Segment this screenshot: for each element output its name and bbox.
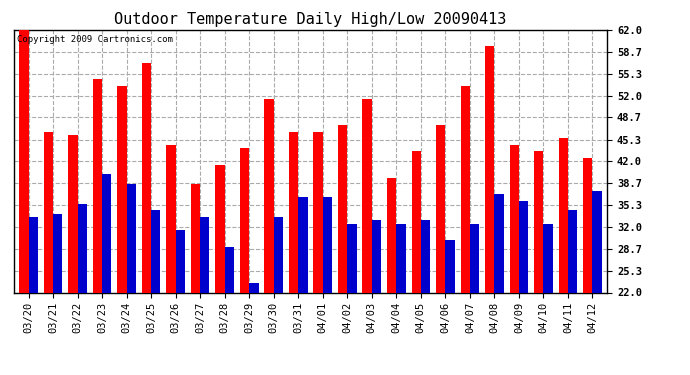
Bar xyxy=(117,86,126,292)
Bar xyxy=(53,214,62,292)
Bar xyxy=(436,125,445,292)
Bar xyxy=(68,135,77,292)
Bar xyxy=(519,201,529,292)
Bar xyxy=(313,132,323,292)
Bar xyxy=(583,158,593,292)
Bar xyxy=(274,217,283,292)
Bar xyxy=(411,152,421,292)
Title: Outdoor Temperature Daily High/Low 20090413: Outdoor Temperature Daily High/Low 20090… xyxy=(115,12,506,27)
Bar xyxy=(298,197,308,292)
Bar xyxy=(102,174,111,292)
Bar xyxy=(568,210,578,292)
Bar xyxy=(264,99,274,292)
Bar xyxy=(28,217,38,292)
Bar xyxy=(43,132,53,292)
Bar xyxy=(166,145,176,292)
Bar xyxy=(347,224,357,292)
Bar xyxy=(396,224,406,292)
Bar xyxy=(151,210,161,292)
Bar xyxy=(387,178,396,292)
Bar xyxy=(495,194,504,292)
Bar xyxy=(126,184,136,292)
Bar xyxy=(372,220,381,292)
Bar xyxy=(92,79,102,292)
Bar xyxy=(485,46,495,292)
Bar xyxy=(249,283,259,292)
Bar xyxy=(191,184,200,292)
Bar xyxy=(289,132,298,292)
Bar xyxy=(215,165,225,292)
Bar xyxy=(593,191,602,292)
Bar xyxy=(445,240,455,292)
Bar xyxy=(362,99,372,292)
Bar xyxy=(77,204,87,292)
Bar xyxy=(323,197,332,292)
Bar xyxy=(470,224,479,292)
Bar xyxy=(225,247,234,292)
Bar xyxy=(559,138,568,292)
Bar xyxy=(460,86,470,292)
Bar xyxy=(421,220,430,292)
Text: Copyright 2009 Cartronics.com: Copyright 2009 Cartronics.com xyxy=(17,35,172,44)
Bar xyxy=(176,230,185,292)
Bar xyxy=(534,152,544,292)
Bar xyxy=(142,63,151,292)
Bar xyxy=(510,145,519,292)
Bar xyxy=(200,217,210,292)
Bar xyxy=(19,30,28,292)
Bar xyxy=(544,224,553,292)
Bar xyxy=(240,148,249,292)
Bar xyxy=(338,125,347,292)
